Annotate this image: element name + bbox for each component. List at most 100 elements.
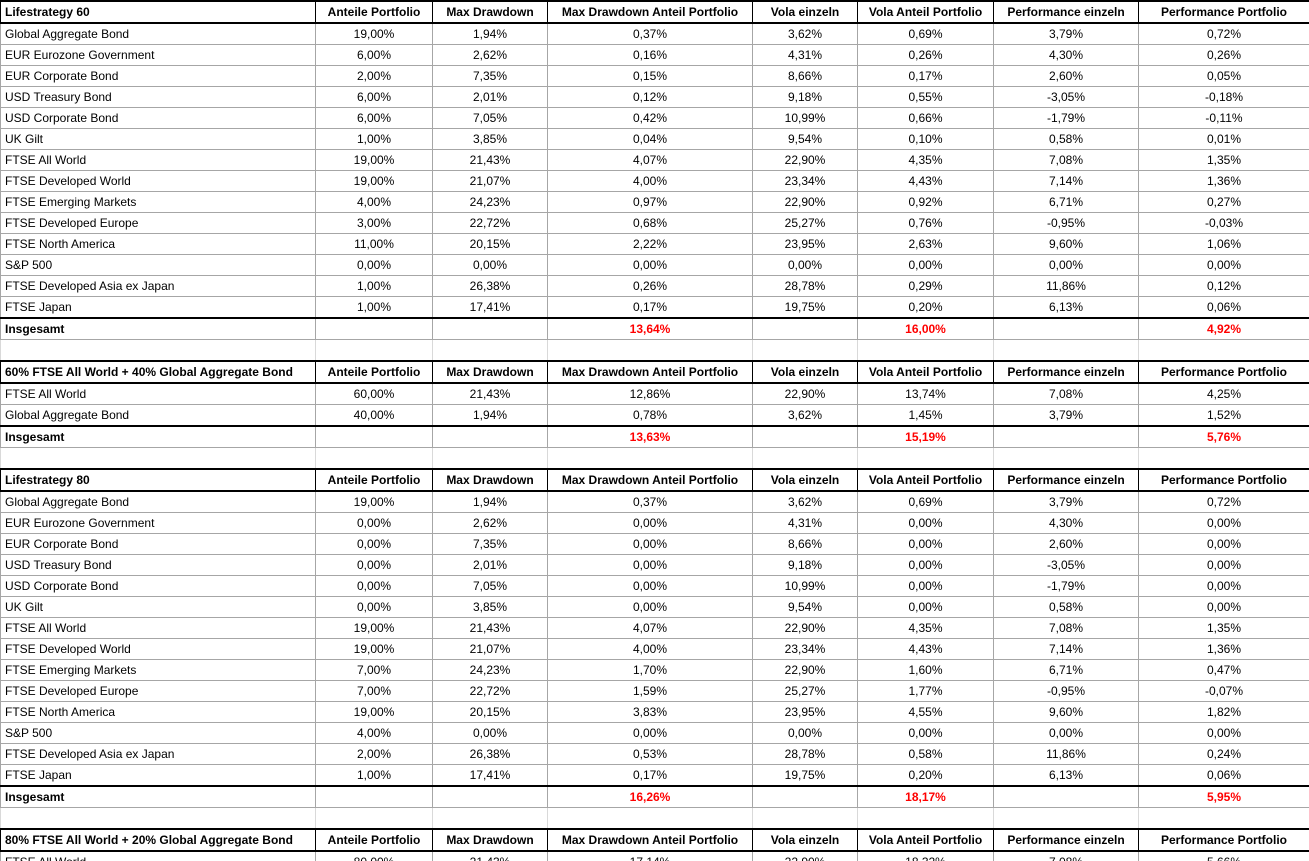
value-cell[interactable]: 0,00% bbox=[432, 254, 548, 276]
value-cell[interactable]: 21,43% bbox=[432, 382, 548, 405]
value-cell[interactable]: 0,00% bbox=[993, 254, 1139, 276]
column-header[interactable]: Max Drawdown bbox=[432, 468, 548, 492]
value-cell[interactable]: 2,01% bbox=[432, 86, 548, 108]
value-cell[interactable]: 24,23% bbox=[432, 659, 548, 681]
column-header[interactable]: Performance einzeln bbox=[993, 0, 1139, 24]
value-cell[interactable]: 19,75% bbox=[752, 764, 858, 787]
value-cell[interactable]: 7,00% bbox=[315, 659, 433, 681]
total-value-cell[interactable] bbox=[432, 425, 548, 448]
asset-name-cell[interactable]: FTSE Japan bbox=[0, 764, 316, 787]
value-cell[interactable]: 4,25% bbox=[1138, 382, 1309, 405]
value-cell[interactable]: 0,15% bbox=[547, 65, 753, 87]
value-cell[interactable]: 22,90% bbox=[752, 191, 858, 213]
value-cell[interactable]: 1,94% bbox=[432, 404, 548, 427]
value-cell[interactable]: 25,27% bbox=[752, 212, 858, 234]
value-cell[interactable]: 0,01% bbox=[1138, 128, 1309, 150]
value-cell[interactable]: 0,00% bbox=[547, 554, 753, 576]
value-cell[interactable]: 4,35% bbox=[857, 617, 994, 639]
asset-name-cell[interactable]: Global Aggregate Bond bbox=[0, 404, 316, 427]
value-cell[interactable]: 23,34% bbox=[752, 638, 858, 660]
value-cell[interactable]: 0,58% bbox=[857, 743, 994, 765]
value-cell[interactable]: 0,26% bbox=[547, 275, 753, 297]
empty-cell[interactable] bbox=[993, 808, 1139, 828]
value-cell[interactable]: 0,29% bbox=[857, 275, 994, 297]
value-cell[interactable]: 4,55% bbox=[857, 701, 994, 723]
value-cell[interactable]: 6,13% bbox=[993, 764, 1139, 787]
value-cell[interactable]: 0,00% bbox=[432, 722, 548, 744]
value-cell[interactable]: 0,00% bbox=[315, 512, 433, 534]
column-header[interactable]: Performance Portfolio bbox=[1138, 828, 1309, 852]
value-cell[interactable]: 4,07% bbox=[547, 149, 753, 171]
value-cell[interactable]: 23,95% bbox=[752, 233, 858, 255]
value-cell[interactable]: 0,26% bbox=[857, 44, 994, 66]
value-cell[interactable]: 0,00% bbox=[857, 254, 994, 276]
value-cell[interactable]: 0,04% bbox=[547, 128, 753, 150]
value-cell[interactable]: 2,01% bbox=[432, 554, 548, 576]
asset-name-cell[interactable]: Global Aggregate Bond bbox=[0, 22, 316, 45]
value-cell[interactable]: 80,00% bbox=[315, 850, 433, 861]
value-cell[interactable]: 0,27% bbox=[1138, 191, 1309, 213]
value-cell[interactable]: 1,45% bbox=[857, 404, 994, 427]
value-cell[interactable]: 4,31% bbox=[752, 44, 858, 66]
value-cell[interactable]: 7,05% bbox=[432, 575, 548, 597]
value-cell[interactable]: 9,18% bbox=[752, 554, 858, 576]
value-cell[interactable]: 21,07% bbox=[432, 170, 548, 192]
asset-name-cell[interactable]: FTSE Developed Asia ex Japan bbox=[0, 743, 316, 765]
value-cell[interactable]: 3,85% bbox=[432, 128, 548, 150]
total-value-cell[interactable] bbox=[752, 785, 858, 808]
empty-cell[interactable] bbox=[0, 448, 316, 468]
value-cell[interactable]: 4,00% bbox=[547, 170, 753, 192]
value-cell[interactable]: 0,00% bbox=[547, 512, 753, 534]
value-cell[interactable]: 6,71% bbox=[993, 191, 1139, 213]
value-cell[interactable]: 2,62% bbox=[432, 512, 548, 534]
value-cell[interactable]: 8,66% bbox=[752, 533, 858, 555]
value-cell[interactable]: 5,66% bbox=[1138, 850, 1309, 861]
value-cell[interactable]: 0,00% bbox=[752, 722, 858, 744]
value-cell[interactable]: 0,00% bbox=[547, 254, 753, 276]
value-cell[interactable]: 0,00% bbox=[547, 533, 753, 555]
column-header[interactable]: Vola einzeln bbox=[752, 828, 858, 852]
asset-name-cell[interactable]: FTSE Japan bbox=[0, 296, 316, 319]
value-cell[interactable]: 7,08% bbox=[993, 850, 1139, 861]
value-cell[interactable]: 0,55% bbox=[857, 86, 994, 108]
value-cell[interactable]: 0,00% bbox=[857, 533, 994, 555]
column-header[interactable]: Anteile Portfolio bbox=[315, 828, 433, 852]
total-value-cell[interactable] bbox=[993, 317, 1139, 340]
asset-name-cell[interactable]: S&P 500 bbox=[0, 254, 316, 276]
value-cell[interactable]: 19,00% bbox=[315, 617, 433, 639]
value-cell[interactable]: 19,00% bbox=[315, 22, 433, 45]
value-cell[interactable]: 0,12% bbox=[547, 86, 753, 108]
value-cell[interactable]: 0,42% bbox=[547, 107, 753, 129]
value-cell[interactable]: 0,05% bbox=[1138, 65, 1309, 87]
value-cell[interactable]: 24,23% bbox=[432, 191, 548, 213]
value-cell[interactable]: 7,08% bbox=[993, 382, 1139, 405]
value-cell[interactable]: 3,62% bbox=[752, 404, 858, 427]
value-cell[interactable]: 0,00% bbox=[1138, 554, 1309, 576]
value-cell[interactable]: 0,00% bbox=[547, 575, 753, 597]
value-cell[interactable]: 2,60% bbox=[993, 533, 1139, 555]
value-cell[interactable]: 1,70% bbox=[547, 659, 753, 681]
total-value-cell[interactable] bbox=[432, 317, 548, 340]
empty-cell[interactable] bbox=[1138, 448, 1309, 468]
total-label[interactable]: Insgesamt bbox=[0, 317, 316, 340]
value-cell[interactable]: 19,75% bbox=[752, 296, 858, 319]
value-cell[interactable]: 26,38% bbox=[432, 275, 548, 297]
value-cell[interactable]: 0,00% bbox=[315, 533, 433, 555]
value-cell[interactable]: 0,68% bbox=[547, 212, 753, 234]
empty-cell[interactable] bbox=[432, 808, 548, 828]
value-cell[interactable]: 1,36% bbox=[1138, 638, 1309, 660]
value-cell[interactable]: 11,86% bbox=[993, 743, 1139, 765]
asset-name-cell[interactable]: EUR Eurozone Government bbox=[0, 44, 316, 66]
value-cell[interactable]: 0,97% bbox=[547, 191, 753, 213]
value-cell[interactable]: 22,90% bbox=[752, 149, 858, 171]
value-cell[interactable]: 4,43% bbox=[857, 638, 994, 660]
value-cell[interactable]: 9,54% bbox=[752, 596, 858, 618]
asset-name-cell[interactable]: FTSE Developed Asia ex Japan bbox=[0, 275, 316, 297]
value-cell[interactable]: 3,83% bbox=[547, 701, 753, 723]
value-cell[interactable]: -0,95% bbox=[993, 212, 1139, 234]
asset-name-cell[interactable]: FTSE All World bbox=[0, 850, 316, 861]
empty-cell[interactable] bbox=[432, 340, 548, 360]
value-cell[interactable]: 25,27% bbox=[752, 680, 858, 702]
value-cell[interactable]: 0,78% bbox=[547, 404, 753, 427]
value-cell[interactable]: 2,60% bbox=[993, 65, 1139, 87]
